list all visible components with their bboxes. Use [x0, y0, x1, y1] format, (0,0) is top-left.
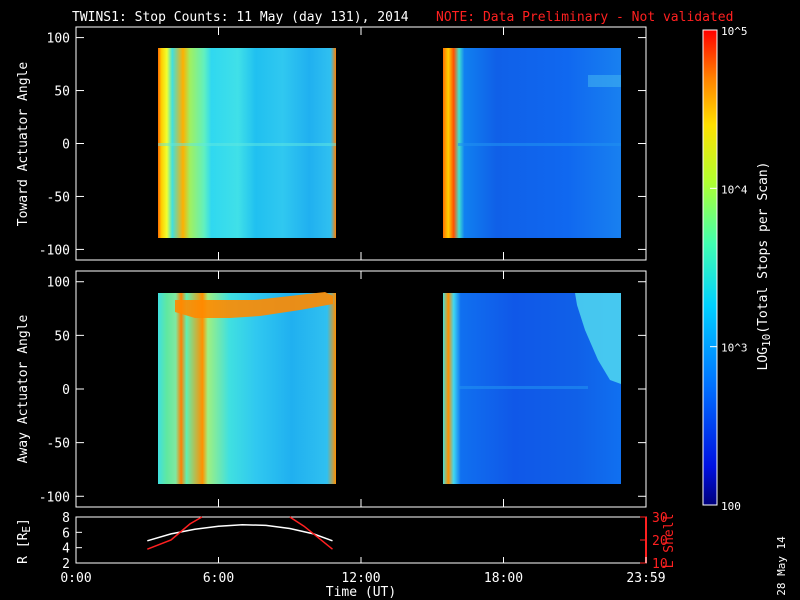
ytick-label: 8: [62, 511, 70, 526]
y2tick-label: 10: [652, 557, 668, 572]
panel-toward-spectrogram: [158, 48, 621, 238]
ytick-label: 4: [62, 542, 70, 557]
colorbar-tick-label: 10^3: [721, 342, 748, 355]
colorbar-tick-label: 100: [721, 500, 741, 513]
away-ylabel: Away Actuator Angle: [16, 314, 31, 463]
ytick-label: 50: [54, 85, 70, 100]
chart-title: TWINS1: Stop Counts: 11 May (day 131), 2…: [72, 10, 409, 25]
y2tick-label: 20: [652, 534, 668, 549]
away-segment-2-cyan-region: [575, 293, 621, 384]
ytick-label: -100: [39, 490, 70, 505]
toward-segment-1-midline: [158, 143, 336, 146]
colorbar-tick-label: 10^4: [721, 183, 748, 196]
ytick-label: 50: [54, 329, 70, 344]
toward-segment-2-patch: [588, 75, 621, 87]
ytick-label: 6: [62, 526, 70, 541]
y2tick-label: 30: [652, 511, 668, 526]
panel-away-axes: 100 50 0 -50 -100: [39, 271, 647, 507]
ytick-label: 2: [62, 557, 70, 572]
preliminary-note: NOTE: Data Preliminary - Not validated: [436, 10, 733, 25]
xtick-label: 23:59: [626, 571, 665, 586]
colorbar-tick-label: 10^5: [721, 25, 748, 38]
away-segment-1: [158, 293, 336, 484]
date-stamp: 28 May 14: [775, 536, 788, 596]
colorbar: [702, 29, 718, 506]
toward-segment-2-midline: [458, 143, 621, 146]
lshell-series-line: [147, 516, 203, 550]
panel-away-spectrogram: [158, 292, 621, 484]
panel-orbit-lines: [147, 516, 333, 550]
ytick-label: -100: [39, 243, 70, 258]
ytick-label: -50: [47, 437, 70, 452]
xtick-label: 18:00: [484, 571, 523, 586]
xtick-label: 0:00: [60, 571, 91, 586]
away-segment-2-midline: [458, 386, 588, 389]
xtick-label: 12:00: [341, 571, 380, 586]
ytick-label: 0: [62, 138, 70, 153]
ytick-label: -50: [47, 190, 70, 205]
panel-orbit-frame: [75, 516, 647, 564]
ytick-label: 100: [47, 32, 70, 47]
lshell-series-line: [289, 516, 333, 550]
ytick-label: 0: [62, 383, 70, 398]
ytick-label: 100: [47, 276, 70, 291]
orbit-y2label: L Shell: [662, 514, 677, 569]
colorbar-label: LOG10(Total Stops per Scan): [756, 162, 773, 371]
orbit-ylabel: R [RE]: [16, 518, 33, 564]
panel-toward-axes: 100 50 0 -50 -100: [39, 27, 647, 260]
xtick-label: 6:00: [203, 571, 234, 586]
xaxis-label: Time (UT): [326, 585, 396, 600]
colorbar-ticks: 10^5 10^4 10^3 100: [710, 25, 748, 513]
toward-ylabel: Toward Actuator Angle: [16, 62, 31, 227]
away-segment-1-hot-band: [175, 292, 333, 318]
